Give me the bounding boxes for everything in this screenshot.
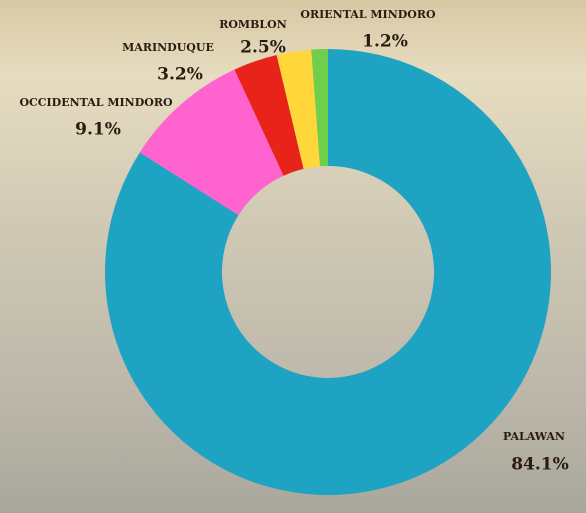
slice-name: OCCIDENTAL MINDORO: [19, 96, 173, 109]
slice: [104, 49, 551, 495]
slice-name: ROMBLON: [219, 18, 287, 31]
slice: [276, 49, 321, 169]
slice-name: PALAWAN: [503, 430, 565, 443]
slice-name: ORIENTAL MINDORO: [300, 8, 436, 21]
slice: [139, 69, 284, 216]
slice-name: MARINDUQUE: [122, 41, 214, 54]
slice: [311, 49, 328, 167]
slice-value-label: 9.1%: [75, 120, 121, 140]
slice-value-label: 84.1%: [511, 455, 569, 475]
slice: [234, 54, 304, 176]
slice-value-label: 1.2%: [362, 32, 408, 52]
slice-value-label: 3.2%: [157, 65, 203, 85]
slice-value-label: 2.5%: [240, 38, 286, 58]
